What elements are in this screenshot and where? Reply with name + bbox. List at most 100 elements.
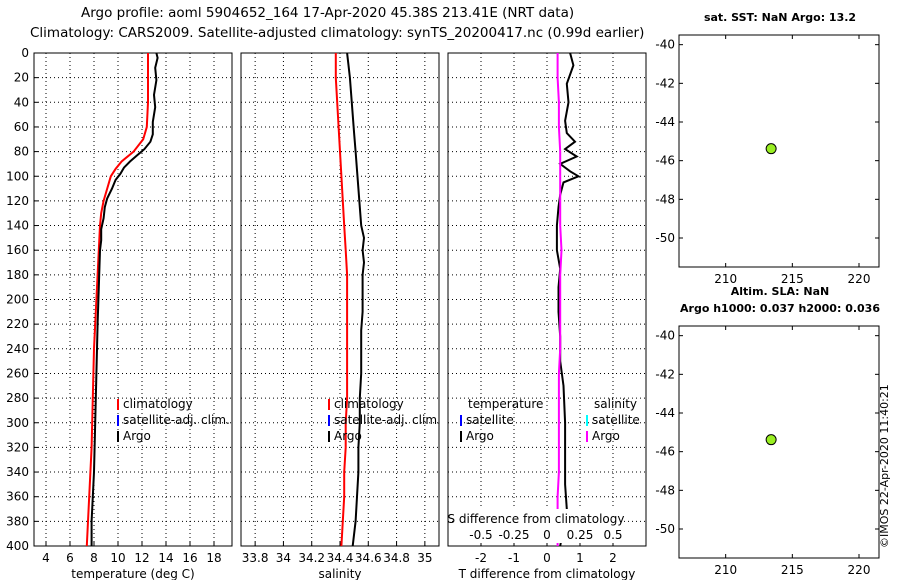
legend-label: Argo — [334, 429, 362, 443]
legend-label: satellite-adj. clim. — [123, 413, 230, 427]
y-tick-label: -44 — [655, 406, 675, 420]
profile-panel-salinity: 33.8 34 34.2 34.4 34.6 34.8 35 salinity climatol… — [240, 52, 441, 580]
y-tick-label: -40 — [655, 329, 675, 343]
x-tick-label: -1 — [508, 551, 520, 565]
secondary-axis-label: S difference from climatology — [448, 512, 625, 526]
map-panel-sst-map: -40 -42 -44 -46 -48 -50 210 215 220 — [655, 34, 880, 286]
legend-label: satellite — [592, 413, 640, 427]
x-tick-label: 18 — [206, 551, 221, 565]
y-tick-label: 360 — [6, 490, 29, 504]
secondary-tick-label: 0.25 — [567, 528, 594, 542]
x-tick-label: 220 — [848, 563, 871, 577]
legend-title-temperature: temperature — [468, 397, 543, 411]
x-tick-label: 34.6 — [355, 551, 382, 565]
x-tick-label: 1 — [576, 551, 584, 565]
x-tick-label: 8 — [90, 551, 98, 565]
x-tick-label: 12 — [134, 551, 149, 565]
x-tick-label: 34.2 — [298, 551, 325, 565]
x-tick-label: 10 — [110, 551, 125, 565]
legend-label: climatology — [334, 397, 404, 411]
x-tick-label: 14 — [158, 551, 173, 565]
secondary-axis-background — [454, 509, 622, 543]
y-tick-label: 280 — [6, 391, 29, 405]
x-tick-label: 6 — [66, 551, 74, 565]
y-tick-label: 80 — [14, 145, 29, 159]
argo-location-marker — [765, 143, 777, 155]
x-tick-label: 2 — [609, 551, 617, 565]
sst-map-title: sat. SST: NaN Argo: 13.2 — [703, 11, 857, 24]
series-line-climatology — [85, 53, 149, 547]
x-tick-label: 34 — [276, 551, 291, 565]
y-tick-label: -42 — [655, 76, 675, 90]
y-tick-label: 260 — [6, 366, 29, 380]
secondary-tick-label: -0.5 — [469, 528, 492, 542]
map-panel-sla-map: -40 -42 -44 -46 -48 -50 210 215 220 — [655, 325, 880, 577]
x-tick-label: 33.8 — [242, 551, 269, 565]
x-axis-label: temperature (deg C) — [71, 567, 194, 580]
secondary-tick-label: 0.5 — [603, 528, 622, 542]
series-line-argo — [90, 52, 159, 546]
x-tick-label: 34.4 — [327, 551, 354, 565]
series-line-argo — [346, 52, 366, 547]
map-frame — [678, 325, 880, 559]
y-tick-label: 0 — [21, 46, 29, 60]
x-tick-label: 34.8 — [383, 551, 410, 565]
y-tick-label: -48 — [655, 192, 675, 206]
secondary-tick-label: 0 — [543, 528, 551, 542]
profile-panel-difference: -2 -1 0 1 2 T difference from climatology S di… — [447, 52, 647, 580]
x-tick-label: 215 — [781, 272, 804, 286]
y-tick-label: -50 — [655, 231, 675, 245]
y-tick-label: -50 — [655, 522, 675, 536]
x-tick-label: -2 — [475, 551, 487, 565]
sla-map-title: Altim. SLA: NaN — [730, 285, 830, 298]
x-axis-label: T difference from climatology — [458, 567, 636, 580]
secondary-tick-label: -0.25 — [498, 528, 529, 542]
argo-location-marker — [765, 434, 777, 446]
y-tick-label: -44 — [655, 115, 675, 129]
legend-title-salinity: salinity — [594, 397, 637, 411]
series-line-climatology — [334, 53, 349, 547]
y-tick-label: 120 — [6, 194, 29, 208]
x-tick-label: 16 — [182, 551, 197, 565]
title-line-1: Argo profile: aoml 5904652_164 17-Apr-20… — [81, 5, 575, 21]
x-tick-label: 220 — [848, 272, 871, 286]
y-tick-label: 240 — [6, 342, 29, 356]
series-line-t-difference — [555, 52, 581, 547]
y-tick-label: 100 — [6, 169, 29, 183]
x-tick-label: 215 — [781, 563, 804, 577]
y-tick-label: 400 — [6, 539, 29, 553]
y-tick-label: -48 — [655, 483, 675, 497]
y-tick-label: -46 — [655, 154, 675, 168]
x-tick-label: 210 — [714, 272, 737, 286]
profile-panel-temperature: 4 6 8 10 12 14 16 18 temperature (deg C) 0 20 40 60 8… — [6, 46, 233, 580]
legend-label: Argo — [466, 429, 494, 443]
y-tick-label: 160 — [6, 243, 29, 257]
y-tick-label: 140 — [6, 219, 29, 233]
legend-label: Argo — [592, 429, 620, 443]
y-tick-label: 20 — [14, 71, 29, 85]
y-tick-label: -46 — [655, 445, 675, 459]
y-tick-label: -40 — [655, 38, 675, 52]
y-tick-label: 180 — [6, 268, 29, 282]
x-axis-label: salinity — [318, 567, 361, 580]
y-tick-label: 380 — [6, 514, 29, 528]
y-tick-label: 40 — [14, 95, 29, 109]
legend-label: Argo — [123, 429, 151, 443]
series-line-s-difference — [556, 53, 563, 546]
y-tick-label: 220 — [6, 317, 29, 331]
y-tick-label: 200 — [6, 293, 29, 307]
sla-map-subtitle: Argo h1000: 0.037 h2000: 0.036 — [680, 302, 880, 315]
legend-label: climatology — [123, 397, 193, 411]
y-tick-label: 340 — [6, 465, 29, 479]
y-tick-label: 300 — [6, 416, 29, 430]
x-tick-label: 4 — [42, 551, 50, 565]
x-tick-label: 210 — [714, 563, 737, 577]
x-tick-label: 35 — [417, 551, 432, 565]
y-tick-label: -42 — [655, 367, 675, 381]
title-line-2: Climatology: CARS2009. Satellite-adjuste… — [30, 25, 645, 41]
legend-label: satellite-adj. clim. — [334, 413, 441, 427]
y-tick-label: 60 — [14, 120, 29, 134]
x-tick-label: 0 — [543, 551, 551, 565]
legend-label: satellite — [466, 413, 514, 427]
